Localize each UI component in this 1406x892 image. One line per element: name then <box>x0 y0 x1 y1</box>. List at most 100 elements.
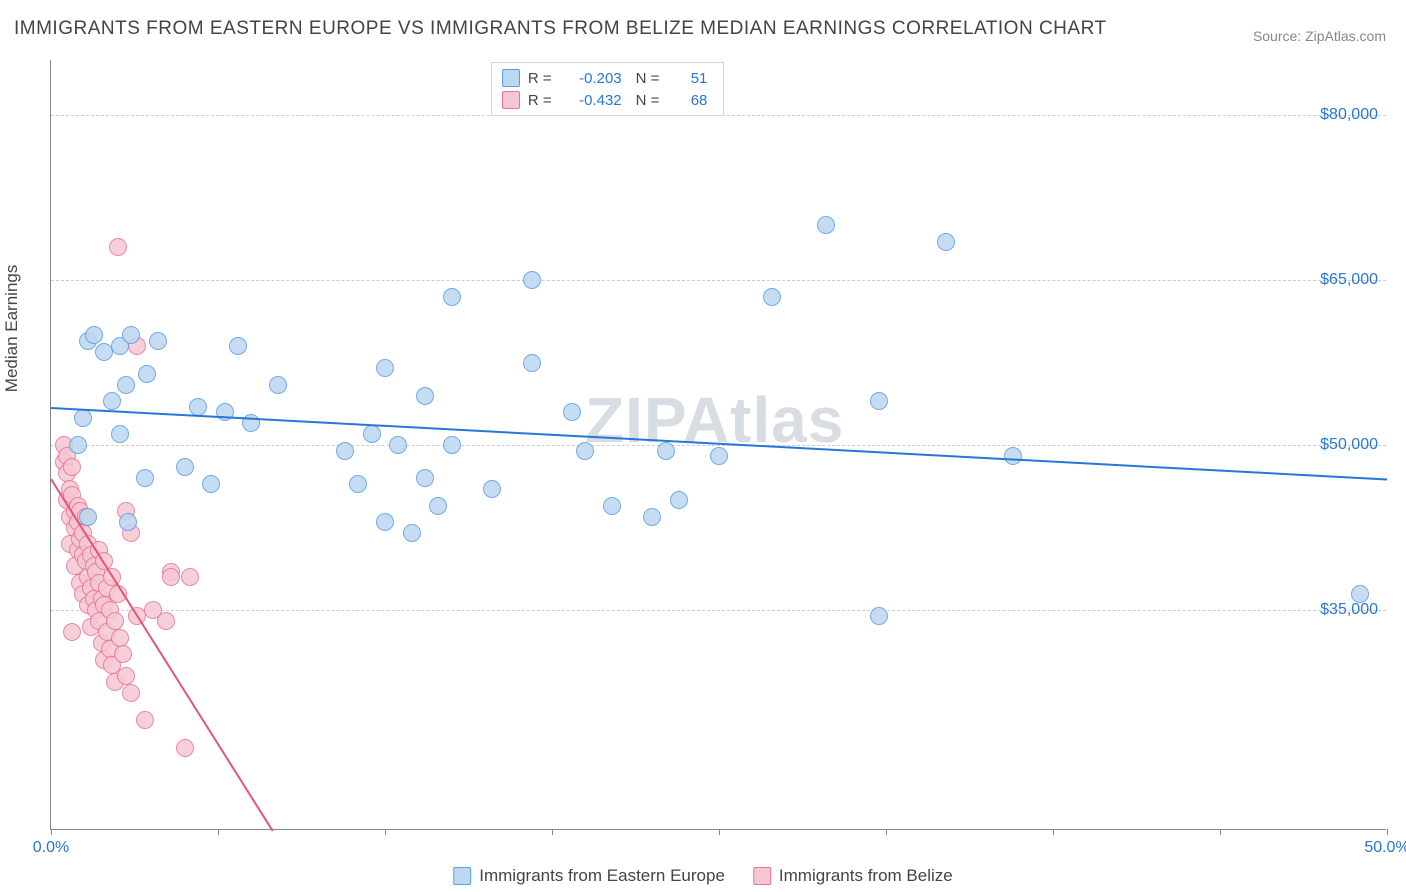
trendline-belize <box>50 478 273 831</box>
x-tick <box>719 829 720 835</box>
data-point-eastern_europe <box>376 359 394 377</box>
data-point-belize <box>162 568 180 586</box>
data-point-belize <box>114 645 132 663</box>
legend-label: Immigrants from Eastern Europe <box>479 866 725 886</box>
gridline <box>51 610 1386 611</box>
chart-title: IMMIGRANTS FROM EASTERN EUROPE VS IMMIGR… <box>14 18 1107 40</box>
scatter-plot-area: ZIPAtlas $35,000$50,000$65,000$80,0000.0… <box>50 60 1386 830</box>
data-point-eastern_europe <box>443 436 461 454</box>
data-point-eastern_europe <box>119 513 137 531</box>
data-point-eastern_europe <box>79 508 97 526</box>
data-point-eastern_europe <box>363 425 381 443</box>
data-point-eastern_europe <box>403 524 421 542</box>
data-point-belize <box>106 612 124 630</box>
x-tick <box>1053 829 1054 835</box>
data-point-eastern_europe <box>85 326 103 344</box>
swatch-icon <box>753 867 771 885</box>
legend-row-belize: R = -0.432 N = 68 <box>502 89 714 111</box>
x-tick <box>51 829 52 835</box>
x-tick <box>552 829 553 835</box>
gridline <box>51 445 1386 446</box>
r-value: -0.432 <box>564 92 622 109</box>
data-point-eastern_europe <box>483 480 501 498</box>
data-point-eastern_europe <box>870 607 888 625</box>
data-point-eastern_europe <box>136 469 154 487</box>
data-point-eastern_europe <box>111 425 129 443</box>
data-point-belize <box>63 458 81 476</box>
x-tick-label: 0.0% <box>33 839 69 857</box>
data-point-eastern_europe <box>670 491 688 509</box>
data-point-eastern_europe <box>189 398 207 416</box>
data-point-eastern_europe <box>1004 447 1022 465</box>
legend-row-eastern_europe: R = -0.203 N = 51 <box>502 67 714 89</box>
source-attribution: Source: ZipAtlas.com <box>1253 28 1386 44</box>
data-point-eastern_europe <box>138 365 156 383</box>
data-point-eastern_europe <box>416 469 434 487</box>
gridline <box>51 280 1386 281</box>
x-tick <box>1387 829 1388 835</box>
swatch-icon <box>453 867 471 885</box>
data-point-eastern_europe <box>429 497 447 515</box>
data-point-eastern_europe <box>443 288 461 306</box>
data-point-eastern_europe <box>710 447 728 465</box>
data-point-belize <box>111 629 129 647</box>
data-point-belize <box>136 711 154 729</box>
data-point-eastern_europe <box>576 442 594 460</box>
data-point-belize <box>176 739 194 757</box>
y-tick-label: $50,000 <box>1320 436 1378 454</box>
data-point-eastern_europe <box>1351 585 1369 603</box>
x-tick-label: 50.0% <box>1364 839 1406 857</box>
data-point-eastern_europe <box>103 392 121 410</box>
n-value: 68 <box>671 92 707 109</box>
n-value: 51 <box>671 70 707 87</box>
data-point-eastern_europe <box>603 497 621 515</box>
legend-item-eastern-europe: Immigrants from Eastern Europe <box>453 866 725 886</box>
x-tick <box>385 829 386 835</box>
data-point-eastern_europe <box>74 409 92 427</box>
data-point-belize <box>117 667 135 685</box>
data-point-belize <box>63 623 81 641</box>
x-tick <box>218 829 219 835</box>
data-point-eastern_europe <box>376 513 394 531</box>
data-point-eastern_europe <box>349 475 367 493</box>
data-point-eastern_europe <box>817 216 835 234</box>
data-point-eastern_europe <box>69 436 87 454</box>
data-point-eastern_europe <box>149 332 167 350</box>
x-tick <box>1220 829 1221 835</box>
y-tick-label: $65,000 <box>1320 271 1378 289</box>
y-tick-label: $80,000 <box>1320 106 1378 124</box>
data-point-eastern_europe <box>202 475 220 493</box>
bottom-legend: Immigrants from Eastern Europe Immigrant… <box>453 866 952 886</box>
data-point-eastern_europe <box>523 271 541 289</box>
y-axis-label: Median Earnings <box>2 265 22 393</box>
data-point-eastern_europe <box>336 442 354 460</box>
data-point-belize <box>122 684 140 702</box>
swatch-icon <box>502 91 520 109</box>
data-point-eastern_europe <box>563 403 581 421</box>
data-point-eastern_europe <box>763 288 781 306</box>
n-label: N = <box>636 70 660 87</box>
r-label: R = <box>528 92 552 109</box>
data-point-eastern_europe <box>389 436 407 454</box>
data-point-eastern_europe <box>117 376 135 394</box>
data-point-eastern_europe <box>643 508 661 526</box>
data-point-eastern_europe <box>176 458 194 476</box>
r-value: -0.203 <box>564 70 622 87</box>
r-label: R = <box>528 70 552 87</box>
data-point-eastern_europe <box>122 326 140 344</box>
trendline-eastern_europe <box>51 407 1387 480</box>
data-point-eastern_europe <box>269 376 287 394</box>
legend-label: Immigrants from Belize <box>779 866 953 886</box>
correlation-legend: R = -0.203 N = 51 R = -0.432 N = 68 <box>491 62 725 116</box>
data-point-eastern_europe <box>657 442 675 460</box>
swatch-icon <box>502 69 520 87</box>
data-point-belize <box>181 568 199 586</box>
y-tick-label: $35,000 <box>1320 601 1378 619</box>
data-point-eastern_europe <box>416 387 434 405</box>
data-point-eastern_europe <box>523 354 541 372</box>
data-point-eastern_europe <box>229 337 247 355</box>
data-point-belize <box>109 238 127 256</box>
data-point-eastern_europe <box>870 392 888 410</box>
data-point-eastern_europe <box>937 233 955 251</box>
n-label: N = <box>636 92 660 109</box>
